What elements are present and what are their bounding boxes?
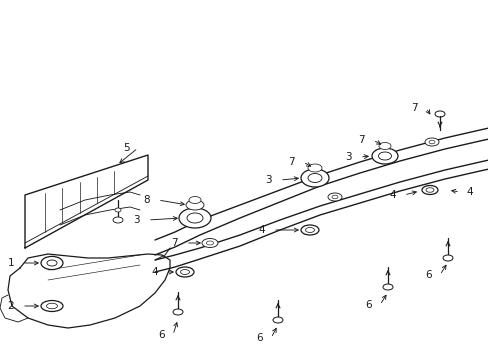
Ellipse shape <box>378 152 391 160</box>
Ellipse shape <box>46 303 58 309</box>
Text: 4: 4 <box>465 187 472 197</box>
Ellipse shape <box>307 174 321 183</box>
Text: 5: 5 <box>123 143 130 153</box>
Ellipse shape <box>206 241 213 245</box>
Ellipse shape <box>115 208 121 212</box>
Text: 7: 7 <box>358 135 364 145</box>
Ellipse shape <box>378 143 390 149</box>
Ellipse shape <box>301 169 328 187</box>
Ellipse shape <box>180 270 189 274</box>
Ellipse shape <box>113 217 123 223</box>
Text: 4: 4 <box>388 190 395 200</box>
Ellipse shape <box>428 140 434 144</box>
Ellipse shape <box>185 200 203 210</box>
Text: 7: 7 <box>410 103 417 113</box>
Ellipse shape <box>272 317 283 323</box>
Text: 1: 1 <box>7 258 14 268</box>
Ellipse shape <box>307 164 321 172</box>
Text: 4: 4 <box>151 267 158 277</box>
Text: 7: 7 <box>171 238 178 248</box>
Ellipse shape <box>179 208 210 228</box>
Ellipse shape <box>41 256 63 270</box>
Ellipse shape <box>189 197 201 203</box>
Ellipse shape <box>301 225 318 235</box>
Ellipse shape <box>421 185 437 194</box>
Text: 4: 4 <box>258 225 264 235</box>
Text: 6: 6 <box>425 270 431 280</box>
Ellipse shape <box>305 228 314 233</box>
Text: 8: 8 <box>143 195 150 205</box>
Text: 3: 3 <box>265 175 271 185</box>
Ellipse shape <box>41 301 63 311</box>
Text: 3: 3 <box>345 152 351 162</box>
Ellipse shape <box>434 111 444 117</box>
Ellipse shape <box>327 193 341 201</box>
Ellipse shape <box>173 309 183 315</box>
Text: 2: 2 <box>7 301 14 311</box>
Ellipse shape <box>176 267 194 277</box>
Text: 6: 6 <box>158 330 164 340</box>
Ellipse shape <box>382 284 392 290</box>
Ellipse shape <box>331 195 337 199</box>
Text: 6: 6 <box>365 300 371 310</box>
Ellipse shape <box>425 188 433 192</box>
Ellipse shape <box>202 238 218 248</box>
Ellipse shape <box>186 213 203 223</box>
Ellipse shape <box>442 255 452 261</box>
Ellipse shape <box>371 148 397 164</box>
Text: 3: 3 <box>133 215 140 225</box>
Text: 7: 7 <box>288 157 294 167</box>
Ellipse shape <box>424 138 438 146</box>
Ellipse shape <box>47 260 57 266</box>
Text: 6: 6 <box>256 333 263 343</box>
